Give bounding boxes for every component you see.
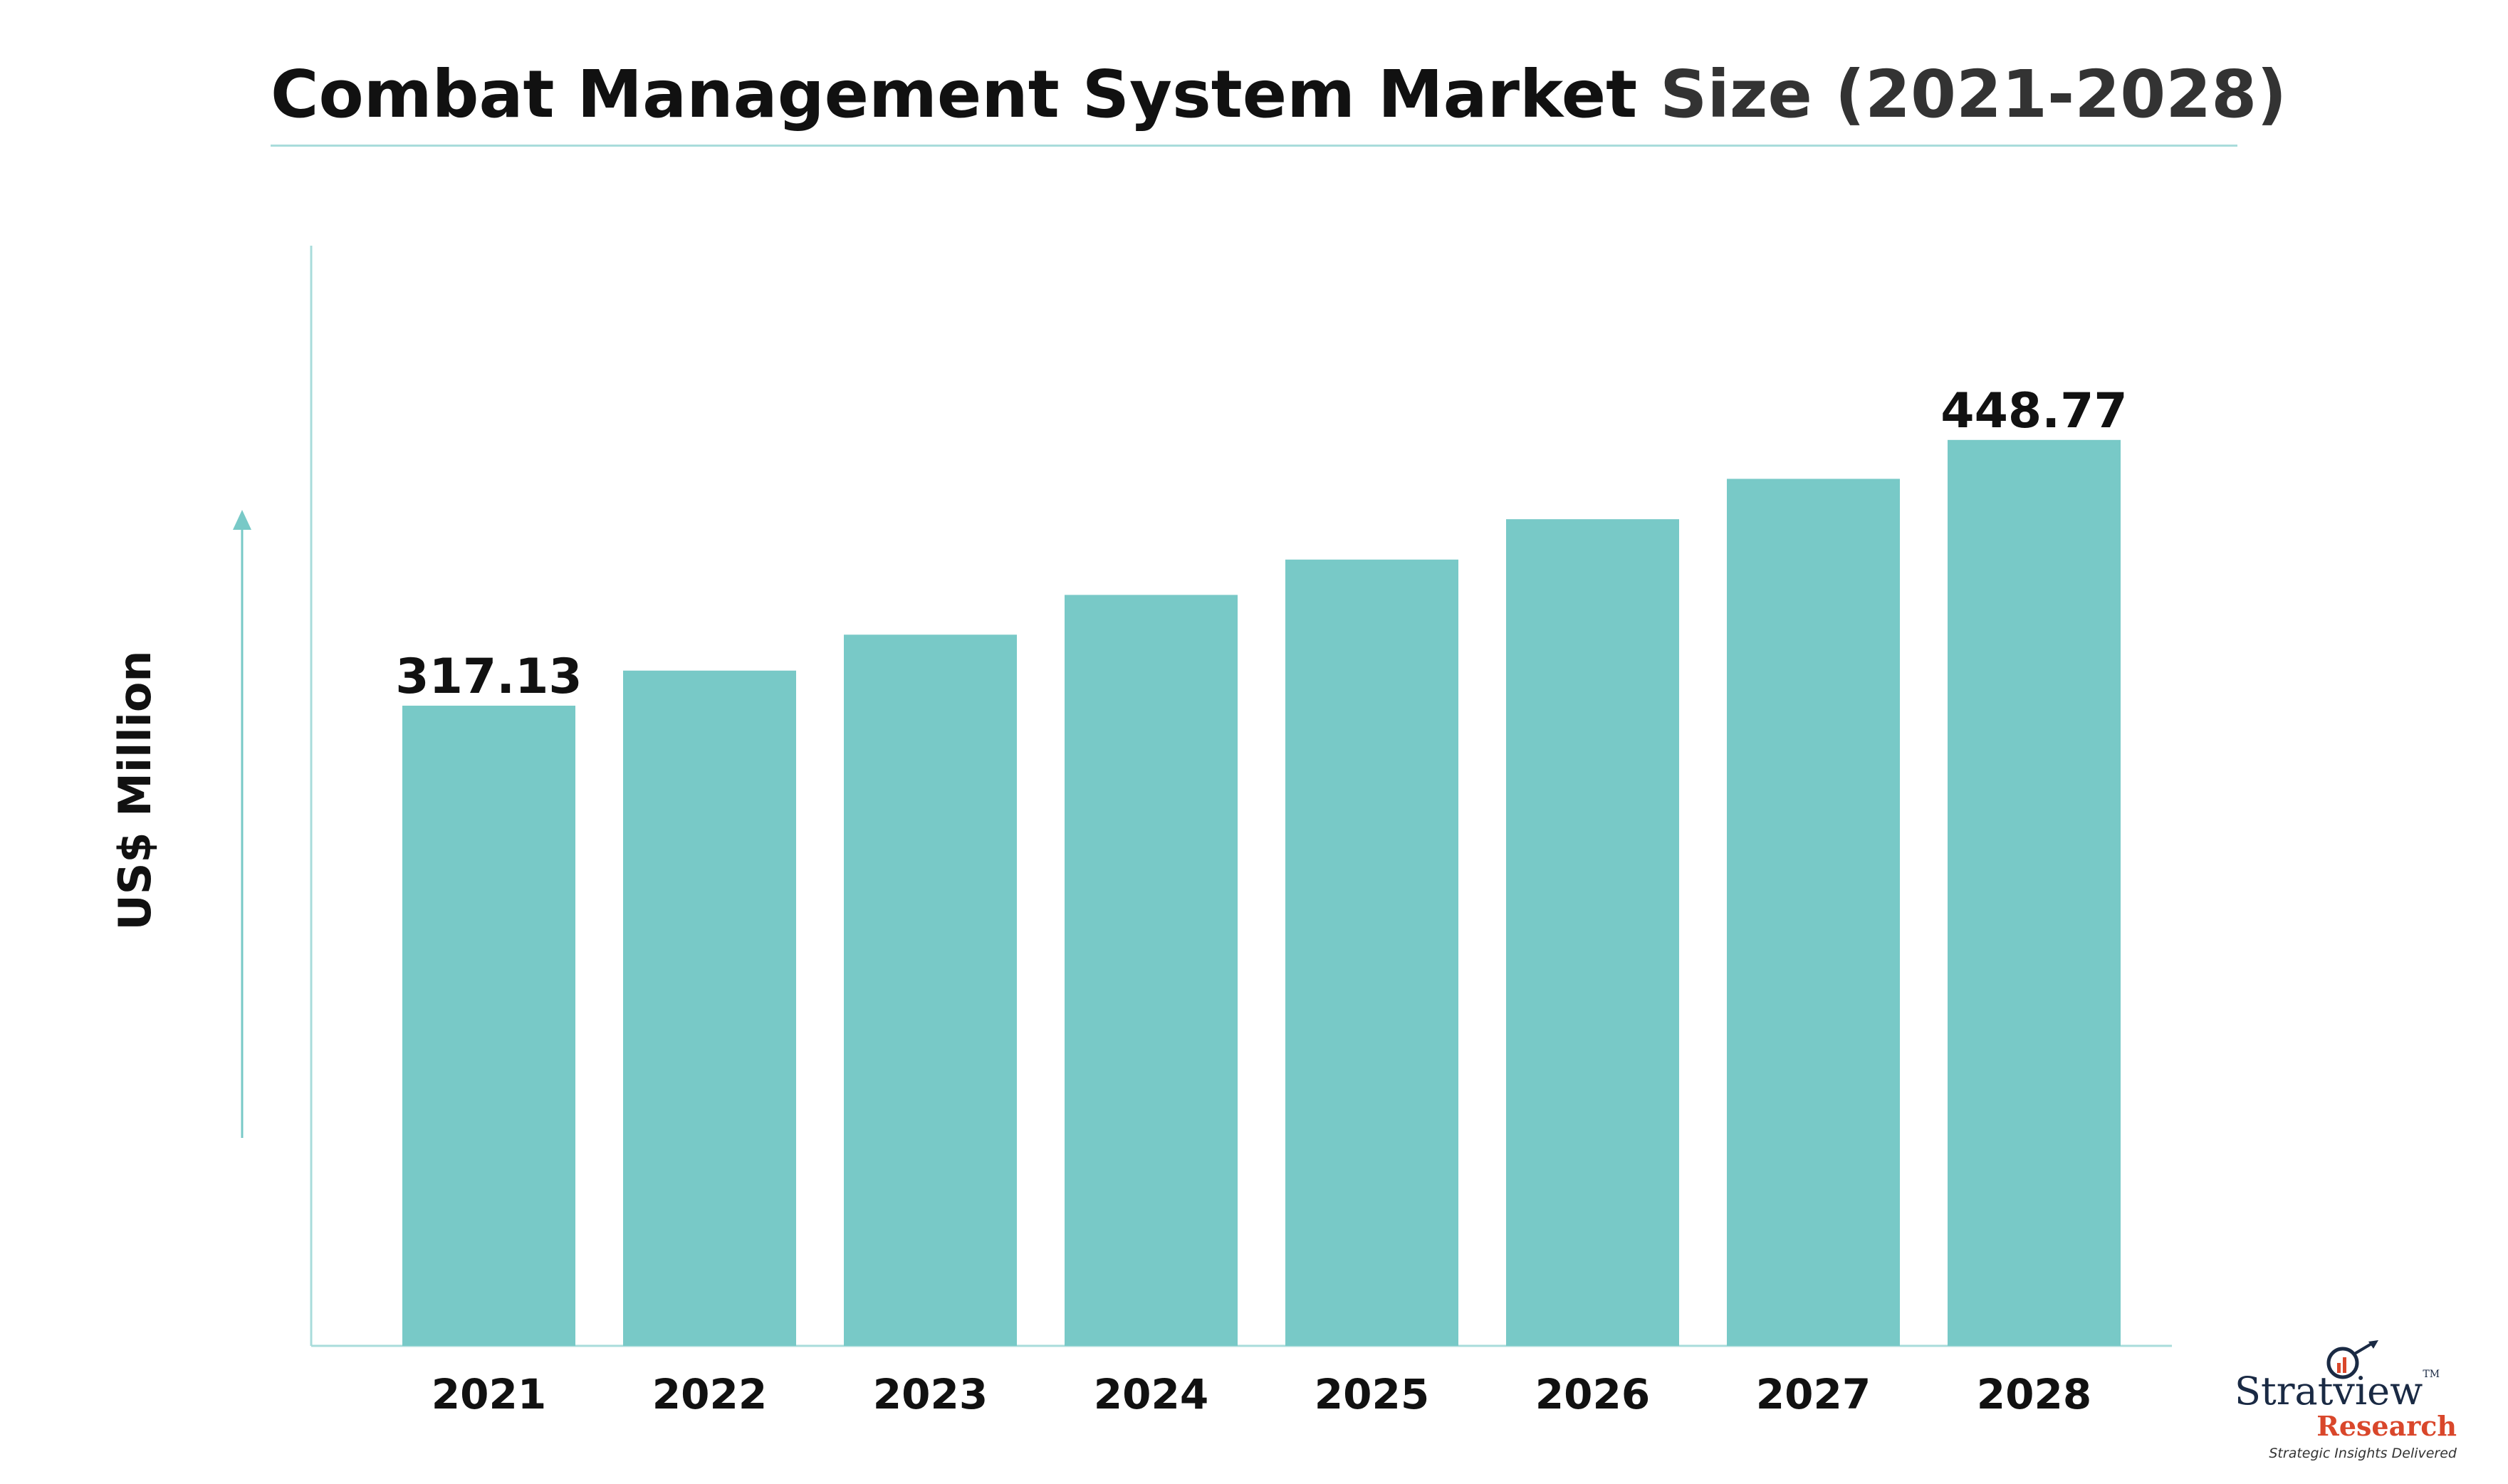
bar-2025 — [1285, 559, 1458, 1347]
bar-2024 — [1065, 595, 1238, 1347]
chart-title-sub: Size (2021-2028) — [1660, 56, 2287, 132]
x-tick-label: 2023 — [873, 1370, 988, 1418]
bar-2028 — [1948, 439, 2121, 1346]
logo-tm: TM — [2423, 1369, 2440, 1380]
logo-name: Stratview — [2235, 1369, 2423, 1414]
bar-2023 — [844, 634, 1017, 1346]
logo-mark-icon — [2326, 1340, 2378, 1379]
bar-2022 — [623, 670, 796, 1346]
x-tick-label: 2024 — [1094, 1370, 1208, 1418]
chart-title: Combat Management System Market Size (20… — [271, 41, 2287, 148]
bar-2021 — [402, 705, 575, 1346]
logo-tagline: Strategic Insights Delivered — [2269, 1446, 2457, 1461]
bar-2027 — [1727, 479, 1900, 1346]
data-label: 448.77 — [1940, 383, 2127, 439]
logo-wordmark: StratviewTM — [2235, 1369, 2440, 1414]
data-label: 317.13 — [395, 649, 582, 705]
x-tick-label: 2026 — [1535, 1370, 1650, 1418]
stratview-logo: StratviewTM Research Strategic Insights … — [2207, 1339, 2478, 1467]
bar-2026 — [1506, 519, 1679, 1347]
x-tick-label: 2027 — [1756, 1370, 1871, 1418]
chart-title-main: Combat Management System Market — [271, 56, 1638, 132]
x-tick-label: 2022 — [652, 1370, 767, 1418]
title-underline — [271, 145, 2237, 147]
x-tick-label: 2028 — [1977, 1370, 2091, 1418]
y-axis-arrow-head — [233, 510, 251, 530]
bars-group: 2021 317.13 2022 2023 2024 2025 2026 2027 2028 44… — [395, 383, 2127, 1418]
logo-subtitle: Research — [2316, 1410, 2457, 1442]
x-tick-label: 2025 — [1315, 1370, 1429, 1418]
x-tick-label: 2021 — [432, 1370, 546, 1418]
